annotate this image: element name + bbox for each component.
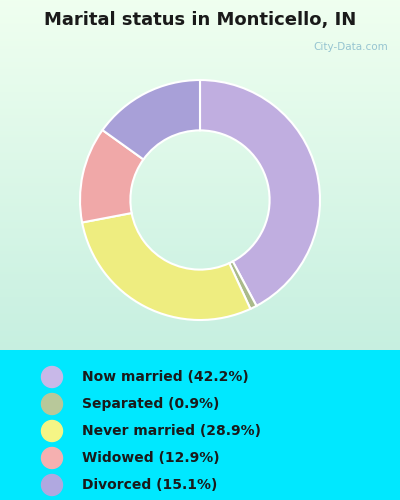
- Text: Separated (0.9%): Separated (0.9%): [82, 397, 220, 411]
- Text: Never married (28.9%): Never married (28.9%): [82, 424, 262, 438]
- Text: Marital status in Monticello, IN: Marital status in Monticello, IN: [44, 10, 356, 29]
- Ellipse shape: [42, 366, 62, 388]
- Wedge shape: [102, 80, 200, 160]
- Ellipse shape: [42, 474, 62, 496]
- Wedge shape: [229, 262, 256, 309]
- Text: City-Data.com: City-Data.com: [313, 42, 388, 52]
- Ellipse shape: [42, 420, 62, 442]
- Wedge shape: [82, 213, 250, 320]
- Ellipse shape: [42, 394, 62, 414]
- Text: Divorced (15.1%): Divorced (15.1%): [82, 478, 218, 492]
- Ellipse shape: [42, 448, 62, 468]
- Text: Widowed (12.9%): Widowed (12.9%): [82, 451, 220, 465]
- Text: Now married (42.2%): Now married (42.2%): [82, 370, 249, 384]
- Wedge shape: [200, 80, 320, 306]
- Wedge shape: [80, 130, 144, 222]
